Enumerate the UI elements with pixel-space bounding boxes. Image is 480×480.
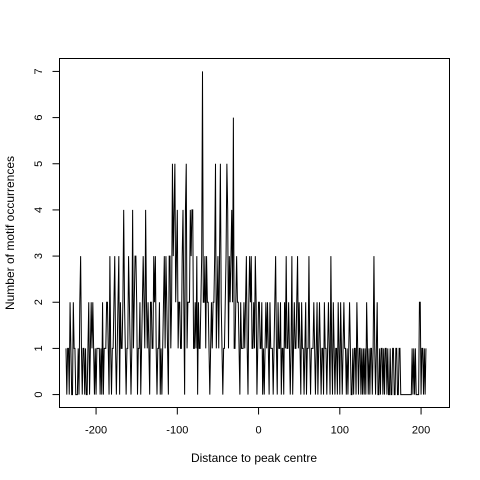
y-tick-label: 5 <box>33 161 45 167</box>
y-tick-label: 0 <box>33 392 45 398</box>
y-axis-title: Number of motif occurrences <box>3 156 17 310</box>
x-tick-label: -200 <box>85 425 107 437</box>
x-axis-title: Distance to peak centre <box>191 451 317 465</box>
x-tick-label: 100 <box>331 425 349 437</box>
y-tick-label: 2 <box>33 299 45 305</box>
y-axis: 0 1 2 3 4 5 6 7 <box>33 68 60 398</box>
y-tick-label: 6 <box>33 115 45 121</box>
x-tick-label: 0 <box>256 425 262 437</box>
plot-frame <box>59 58 450 408</box>
x-tick-label: -100 <box>166 425 188 437</box>
series-line-0 <box>65 71 427 396</box>
y-tick-label: 4 <box>33 207 45 213</box>
x-axis: -200 -100 0 100 200 <box>85 407 430 437</box>
x-tick-label: 200 <box>412 425 430 437</box>
series-layer <box>65 71 427 396</box>
y-tick-label: 1 <box>33 345 45 351</box>
y-tick-label: 3 <box>33 253 45 259</box>
y-tick-label: 7 <box>33 68 45 74</box>
